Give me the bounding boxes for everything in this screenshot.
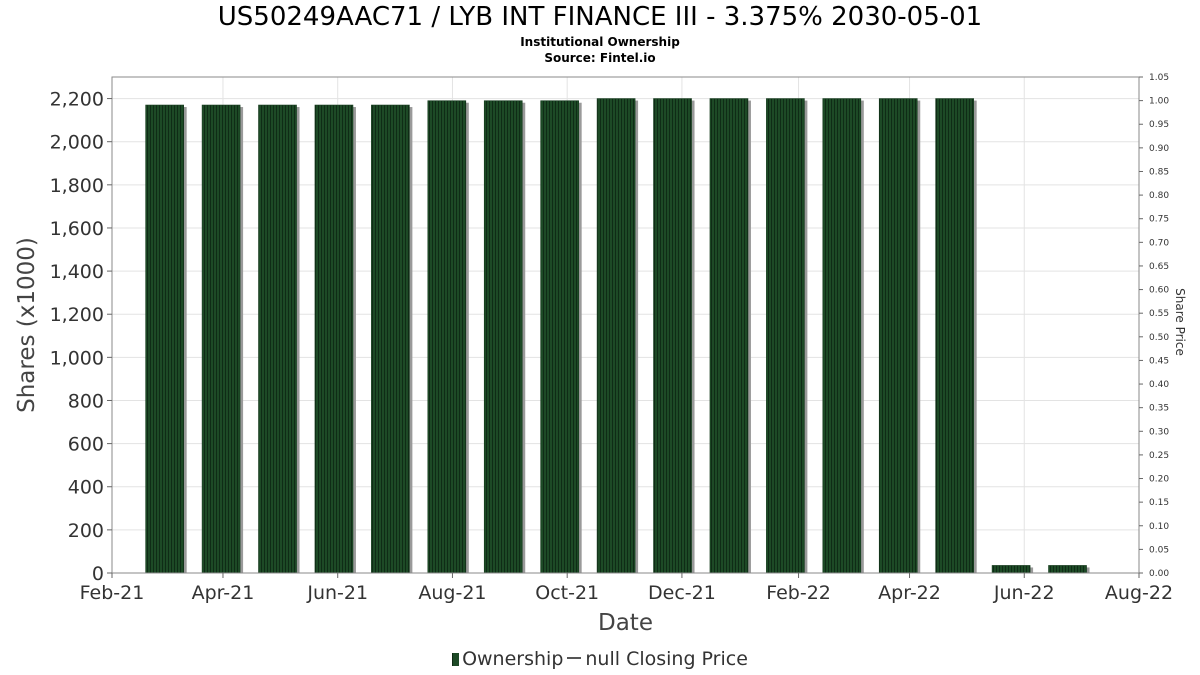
ownership-bar xyxy=(201,104,241,574)
y-tick-label: 400 xyxy=(68,477,104,499)
y-tick-label: 200 xyxy=(68,520,104,542)
y2-tick-label: 0.85 xyxy=(1149,167,1169,177)
y2-tick-label: 0.00 xyxy=(1149,569,1169,579)
y2-tick-label: 0.55 xyxy=(1149,309,1169,319)
plot-frame xyxy=(111,76,1140,574)
ownership-bar xyxy=(483,100,523,574)
ownership-bar xyxy=(427,100,467,574)
chart-legend: Ownership null Closing Price xyxy=(0,648,1200,670)
y2-tick-label: 0.05 xyxy=(1149,545,1169,555)
x-tick-label: Dec-21 xyxy=(648,582,716,604)
y-axis-label: Shares (x1000) xyxy=(14,237,40,413)
ownership-bar xyxy=(935,98,974,574)
ownership-bar xyxy=(371,104,410,574)
legend-ownership-label: Ownership xyxy=(462,648,564,670)
ownership-bar xyxy=(878,98,918,574)
y2-tick-label: 0.95 xyxy=(1149,120,1169,130)
x-axis-label: Date xyxy=(598,610,653,636)
x-tick-label: Feb-21 xyxy=(80,582,145,604)
legend-price-label: null Closing Price xyxy=(585,648,748,670)
x-tick-label: Jun-21 xyxy=(306,582,368,604)
ownership-bar xyxy=(596,98,636,574)
x-tick-label: Apr-22 xyxy=(878,582,941,604)
y-tick-label: 2,200 xyxy=(50,89,104,111)
y-tick-label: 1,600 xyxy=(50,218,104,240)
x-tick-label: Aug-21 xyxy=(418,582,486,604)
y2-tick-label: 0.20 xyxy=(1149,475,1169,485)
x-tick-label: Oct-21 xyxy=(535,582,599,604)
legend-price-swatch xyxy=(567,657,582,659)
ownership-bar xyxy=(258,104,297,574)
y2-tick-label: 0.10 xyxy=(1149,522,1169,532)
y2-tick-label: 0.35 xyxy=(1149,404,1169,414)
y-tick-label: 0 xyxy=(92,563,104,585)
y2-tick-label: 0.45 xyxy=(1149,356,1169,366)
y2-tick-label: 0.50 xyxy=(1149,333,1169,343)
ownership-bar xyxy=(822,98,862,574)
ownership-bar xyxy=(540,100,579,574)
x-tick-label: Jun-22 xyxy=(993,582,1055,604)
y-tick-label: 1,200 xyxy=(50,304,104,326)
y-tick-label: 600 xyxy=(68,434,104,456)
y-tick-label: 1,400 xyxy=(50,261,104,283)
ownership-bar xyxy=(653,98,692,574)
ownership-bar xyxy=(1048,565,1087,574)
chart-subtitle-source: Source: Fintel.io xyxy=(544,51,656,65)
ownership-bar xyxy=(145,104,184,574)
y2-axis-label: Share Price xyxy=(1173,288,1187,356)
y2-tick-label: 0.15 xyxy=(1149,498,1169,508)
y2-tick-label: 1.00 xyxy=(1149,97,1169,107)
y2-tick-label: 0.75 xyxy=(1149,215,1169,225)
y-tick-label: 1,800 xyxy=(50,175,104,197)
y2-tick-label: 1.05 xyxy=(1149,73,1169,83)
y-tick-label: 1,000 xyxy=(50,347,104,369)
ownership-bar xyxy=(991,565,1031,574)
ownership-bar xyxy=(314,104,354,574)
ownership-bar xyxy=(709,98,749,574)
y2-tick-label: 0.30 xyxy=(1149,427,1169,437)
y2-tick-label: 0.40 xyxy=(1149,380,1169,390)
y2-tick-label: 0.65 xyxy=(1149,262,1169,272)
y2-tick-label: 0.90 xyxy=(1149,144,1169,154)
chart-subtitle-ownership: Institutional Ownership xyxy=(520,35,680,49)
y-tick-label: 2,000 xyxy=(50,132,104,154)
y2-tick-label: 0.25 xyxy=(1149,451,1169,461)
y2-tick-label: 0.80 xyxy=(1149,191,1169,201)
y2-tick-label: 0.60 xyxy=(1149,286,1169,296)
y2-tick-label: 0.70 xyxy=(1149,238,1169,248)
ownership-bar xyxy=(766,98,805,574)
legend-ownership-swatch xyxy=(452,653,460,666)
x-tick-label: Feb-22 xyxy=(766,582,831,604)
chart-title: US50249AAC71 / LYB INT FINANCE III - 3.3… xyxy=(217,2,983,32)
ownership-chart: 0 200 400 600 800 1,000 1,200 1,400 1,600 1,800 2,… xyxy=(14,73,1187,636)
x-tick-label: Apr-21 xyxy=(192,582,255,604)
x-tick-label: Aug-22 xyxy=(1105,582,1173,604)
y-tick-label: 800 xyxy=(68,390,104,412)
